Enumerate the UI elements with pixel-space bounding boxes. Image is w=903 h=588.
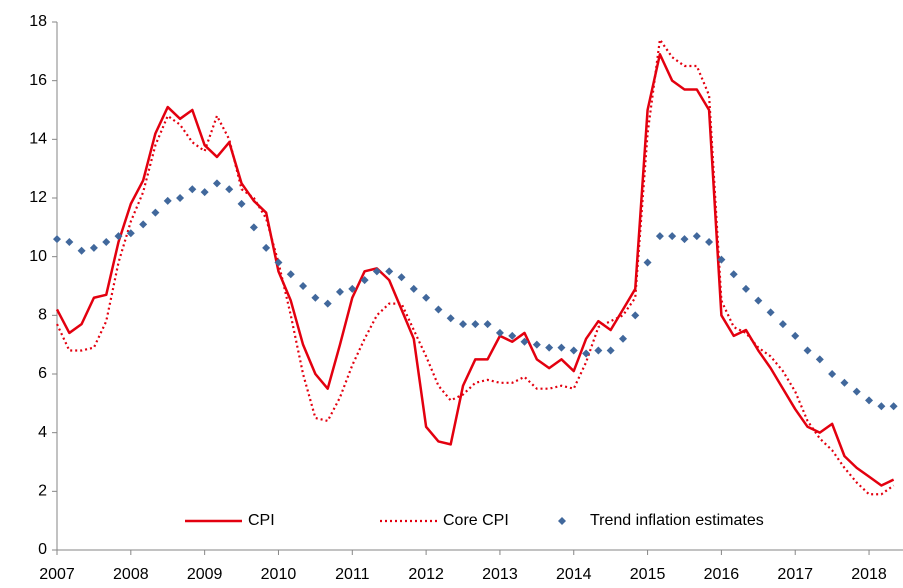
trend-marker — [569, 346, 578, 355]
trend-marker — [594, 346, 603, 355]
trend-marker — [815, 355, 824, 364]
trend-marker — [508, 331, 517, 340]
trend-marker — [680, 235, 689, 244]
trend-marker — [274, 258, 283, 267]
trend-marker — [311, 293, 320, 302]
trend-marker — [385, 267, 394, 276]
trend-marker — [729, 270, 738, 279]
trend-marker — [262, 243, 271, 252]
legend-label: CPI — [248, 512, 275, 529]
trend-marker — [692, 232, 701, 241]
trend-marker — [200, 188, 209, 197]
trend-marker — [409, 284, 418, 293]
trend-marker — [286, 270, 295, 279]
trend-marker — [53, 235, 61, 244]
trend-marker — [717, 255, 726, 264]
trend-marker — [618, 334, 627, 343]
trend-marker — [372, 267, 381, 276]
x-tick-label: 2011 — [335, 566, 370, 583]
x-tick-label: 2009 — [187, 566, 223, 583]
trend-marker — [225, 185, 234, 194]
trend-marker — [348, 284, 357, 293]
y-tick-label: 12 — [29, 189, 47, 206]
series-line — [55, 53, 895, 487]
trend-marker — [643, 258, 652, 267]
trend-marker — [778, 320, 787, 329]
y-tick-label: 18 — [29, 13, 47, 30]
trend-marker — [471, 320, 480, 329]
y-tick-label: 2 — [38, 483, 47, 500]
trend-marker — [188, 185, 197, 194]
legend-marker — [558, 517, 566, 525]
trend-marker — [606, 346, 615, 355]
trend-marker — [360, 276, 369, 285]
trend-marker — [655, 232, 664, 241]
series-line — [56, 38, 895, 496]
x-tick-label: 2010 — [261, 566, 297, 583]
trend-marker — [766, 308, 775, 317]
trend-marker — [483, 320, 492, 329]
trend-marker — [852, 387, 861, 396]
trend-marker — [114, 232, 123, 241]
trend-marker — [889, 402, 898, 411]
trend-marker — [582, 349, 591, 358]
trend-marker — [89, 243, 98, 252]
trend-marker — [865, 396, 874, 405]
y-tick-label: 16 — [29, 72, 47, 89]
x-tick-label: 2007 — [39, 566, 75, 583]
y-tick-label: 6 — [38, 365, 47, 382]
x-tick-label: 2012 — [408, 566, 444, 583]
y-tick-label: 4 — [38, 424, 47, 441]
trend-marker — [299, 282, 308, 290]
trend-marker — [397, 273, 406, 282]
trend-marker — [495, 328, 504, 337]
x-tick-label: 2015 — [630, 566, 666, 583]
x-tick-label: 2013 — [482, 566, 518, 583]
trend-marker — [532, 340, 541, 349]
x-tick-label: 2017 — [777, 566, 813, 583]
trend-marker — [77, 246, 86, 255]
trend-marker — [237, 199, 246, 208]
x-tick-label: 2016 — [704, 566, 740, 583]
trend-marker — [434, 305, 443, 314]
trend-marker — [163, 196, 172, 205]
trend-marker — [545, 343, 554, 352]
y-tick-label: 14 — [29, 131, 47, 148]
legend-label: Core CPI — [443, 512, 509, 529]
legend-label: Trend inflation estimates — [590, 512, 764, 529]
y-tick-label: 8 — [38, 307, 47, 324]
trend-marker — [212, 179, 221, 188]
trend-marker — [754, 296, 763, 305]
trend-marker — [139, 220, 148, 229]
trend-marker — [631, 311, 640, 320]
trend-marker — [520, 337, 529, 346]
trend-marker — [151, 208, 160, 217]
trend-marker — [840, 378, 849, 387]
trend-marker — [335, 287, 344, 296]
trend-marker — [422, 293, 431, 302]
trend-marker — [828, 370, 837, 378]
trend-marker — [176, 194, 185, 202]
trend-marker — [249, 223, 258, 232]
trend-marker — [668, 232, 677, 241]
trend-marker — [741, 284, 750, 293]
trend-marker — [459, 320, 468, 329]
x-tick-label: 2018 — [851, 566, 887, 583]
trend-marker — [803, 346, 812, 355]
y-tick-label: 0 — [38, 541, 47, 558]
trend-marker — [791, 331, 800, 340]
trend-marker — [446, 314, 455, 323]
x-tick-label: 2008 — [113, 566, 149, 583]
trend-marker — [705, 238, 714, 246]
x-tick-label: 2014 — [556, 566, 592, 583]
trend-marker — [557, 343, 566, 352]
trend-marker — [877, 402, 886, 411]
trend-marker — [126, 229, 135, 238]
trend-marker — [65, 238, 74, 246]
y-tick-label: 10 — [29, 248, 47, 265]
trend-marker — [102, 238, 111, 246]
trend-marker — [323, 299, 332, 308]
